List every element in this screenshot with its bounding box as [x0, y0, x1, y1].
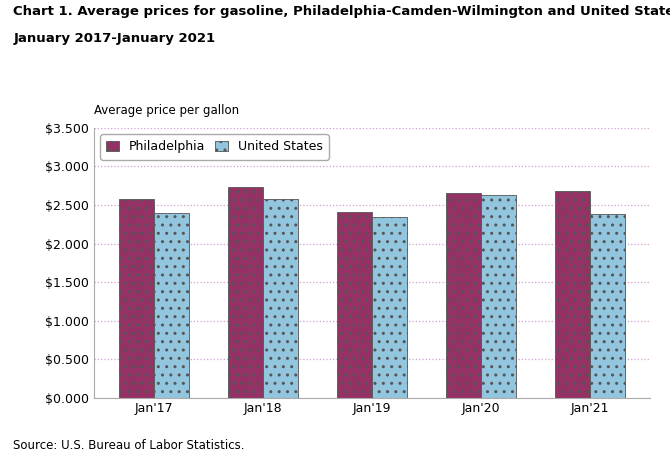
Bar — [337, 213, 372, 398]
Bar — [555, 191, 590, 398]
Text: Source: U.S. Bureau of Labor Statistics.: Source: U.S. Bureau of Labor Statistics. — [13, 440, 245, 452]
Bar — [228, 187, 263, 398]
Bar — [372, 217, 407, 398]
Text: Chart 1. Average prices for gasoline, Philadelphia-Camden-Wilmington and United : Chart 1. Average prices for gasoline, Ph… — [13, 5, 670, 17]
Bar — [154, 213, 189, 398]
Bar — [590, 214, 624, 398]
Bar — [119, 199, 154, 398]
Text: Average price per gallon: Average price per gallon — [94, 104, 239, 117]
Bar — [446, 193, 481, 398]
Text: January 2017-January 2021: January 2017-January 2021 — [13, 32, 216, 45]
Bar — [481, 195, 516, 398]
Legend: Philadelphia, United States: Philadelphia, United States — [100, 134, 329, 159]
Bar — [263, 198, 297, 398]
